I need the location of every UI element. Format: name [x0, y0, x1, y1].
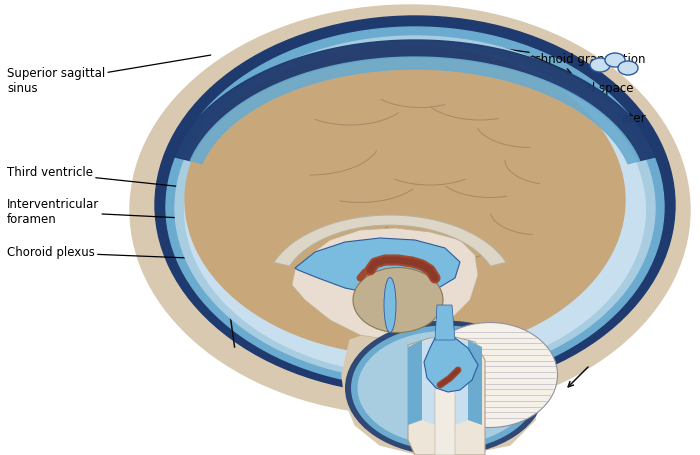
Text: Third ventricle: Third ventricle [7, 167, 263, 195]
Ellipse shape [618, 61, 638, 75]
Ellipse shape [175, 36, 655, 380]
Ellipse shape [345, 320, 545, 455]
Polygon shape [190, 57, 640, 164]
Text: Interventricular
foramen: Interventricular foramen [7, 197, 281, 226]
Polygon shape [295, 238, 460, 295]
Text: Choroid plexus: Choroid plexus [7, 246, 277, 262]
Ellipse shape [605, 53, 625, 67]
Text: Cerebral aqueduct: Cerebral aqueduct [224, 160, 334, 173]
Ellipse shape [590, 58, 610, 72]
Text: Median aperture: Median aperture [398, 194, 556, 209]
Ellipse shape [166, 27, 664, 387]
Text: Meningeal dura mater: Meningeal dura mater [493, 112, 646, 125]
Text: Lateral aperture: Lateral aperture [224, 189, 321, 208]
Polygon shape [422, 338, 435, 425]
Ellipse shape [384, 278, 396, 333]
Polygon shape [455, 338, 468, 425]
Text: Right lateral ventricle: Right lateral ventricle [465, 151, 643, 163]
Text: Fourth ventricle: Fourth ventricle [224, 221, 318, 236]
Ellipse shape [358, 331, 533, 445]
Polygon shape [342, 325, 540, 455]
Ellipse shape [353, 268, 443, 333]
Polygon shape [468, 340, 482, 425]
Ellipse shape [184, 45, 646, 375]
Polygon shape [408, 337, 485, 455]
Text: Subarachnoid space: Subarachnoid space [482, 82, 634, 95]
Polygon shape [424, 338, 478, 392]
Text: Superior sagittal
sinus: Superior sagittal sinus [7, 55, 211, 95]
Text: Central canal: Central canal [398, 255, 538, 268]
Polygon shape [408, 340, 422, 425]
Ellipse shape [351, 325, 539, 450]
Polygon shape [435, 338, 455, 455]
Ellipse shape [155, 16, 675, 394]
Polygon shape [435, 305, 455, 340]
Text: Arachnoid granulation: Arachnoid granulation [465, 44, 646, 66]
Polygon shape [274, 215, 506, 266]
Polygon shape [292, 228, 478, 340]
Ellipse shape [130, 5, 690, 415]
Ellipse shape [423, 323, 557, 428]
Ellipse shape [185, 45, 625, 355]
Polygon shape [173, 40, 657, 161]
